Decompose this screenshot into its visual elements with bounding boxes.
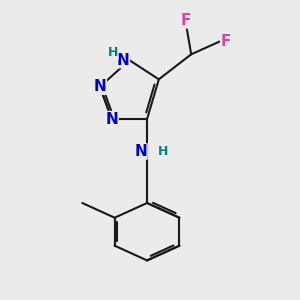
Text: N: N bbox=[134, 144, 147, 159]
Text: N: N bbox=[117, 53, 129, 68]
Text: F: F bbox=[180, 13, 190, 28]
Text: N: N bbox=[105, 112, 118, 127]
Text: N: N bbox=[94, 79, 106, 94]
Text: F: F bbox=[221, 34, 231, 49]
Text: H: H bbox=[108, 46, 119, 59]
Text: H: H bbox=[158, 145, 168, 158]
